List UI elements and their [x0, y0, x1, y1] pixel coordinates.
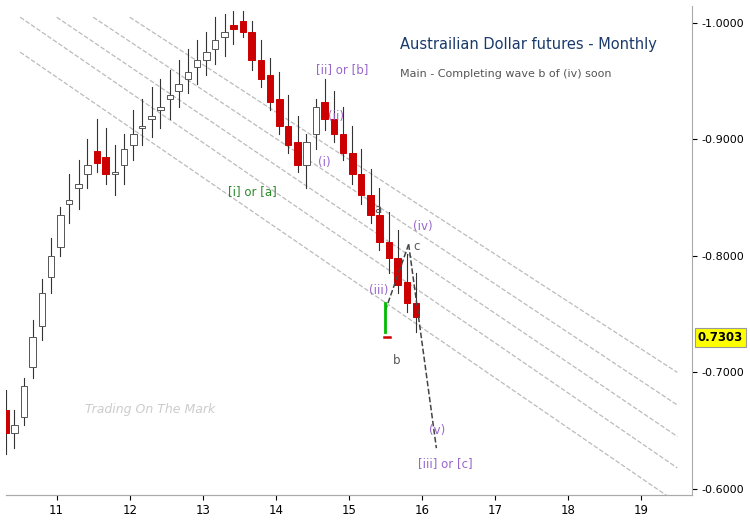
Bar: [386, 242, 392, 258]
Bar: [39, 293, 45, 326]
Bar: [166, 95, 173, 99]
Bar: [84, 165, 91, 175]
Bar: [294, 142, 301, 165]
Bar: [230, 25, 237, 29]
Bar: [266, 75, 273, 102]
Bar: [194, 60, 200, 67]
Bar: [157, 107, 164, 110]
Bar: [413, 302, 419, 316]
Bar: [211, 40, 218, 49]
Text: (iii): (iii): [369, 285, 388, 298]
Text: (iv): (iv): [413, 220, 433, 233]
Bar: [11, 425, 17, 433]
Bar: [139, 126, 146, 128]
Bar: [20, 386, 27, 417]
Bar: [148, 116, 155, 119]
Bar: [276, 99, 283, 126]
Bar: [184, 72, 191, 79]
Bar: [176, 84, 182, 90]
Text: (v): (v): [429, 424, 445, 437]
Bar: [102, 157, 109, 175]
Bar: [57, 215, 64, 247]
Bar: [121, 149, 128, 165]
Bar: [350, 153, 355, 175]
Bar: [394, 258, 401, 285]
Bar: [258, 60, 265, 79]
Bar: [313, 107, 320, 134]
Bar: [29, 337, 36, 367]
Text: Trading On The Mark: Trading On The Mark: [85, 403, 214, 416]
Bar: [285, 126, 292, 145]
Bar: [66, 200, 72, 203]
Text: [i] or [a]: [i] or [a]: [228, 186, 277, 198]
Bar: [239, 21, 246, 32]
Text: [ii] or [b]: [ii] or [b]: [316, 63, 368, 76]
Bar: [404, 281, 410, 302]
Bar: [322, 102, 328, 119]
Bar: [2, 410, 9, 433]
Text: (ii): (ii): [328, 110, 344, 123]
Text: Main - Completing wave b of (iv) soon: Main - Completing wave b of (iv) soon: [400, 69, 612, 79]
Bar: [331, 119, 338, 134]
Bar: [130, 134, 136, 145]
Text: a: a: [374, 203, 382, 216]
Bar: [75, 184, 82, 188]
Text: Austrailian Dollar futures - Monthly: Austrailian Dollar futures - Monthly: [400, 37, 657, 52]
Text: c: c: [413, 240, 419, 253]
Bar: [340, 134, 346, 153]
Bar: [47, 256, 54, 277]
Text: 0.7303: 0.7303: [698, 331, 742, 344]
Bar: [94, 151, 100, 163]
Text: (i): (i): [318, 156, 331, 169]
Bar: [221, 32, 228, 37]
Bar: [203, 52, 210, 60]
Bar: [368, 196, 374, 215]
Bar: [376, 215, 382, 242]
Bar: [358, 175, 364, 196]
Bar: [303, 142, 310, 165]
Text: b: b: [392, 354, 400, 367]
Text: [iii] or [c]: [iii] or [c]: [419, 457, 472, 470]
Bar: [248, 32, 255, 60]
Bar: [112, 172, 118, 175]
